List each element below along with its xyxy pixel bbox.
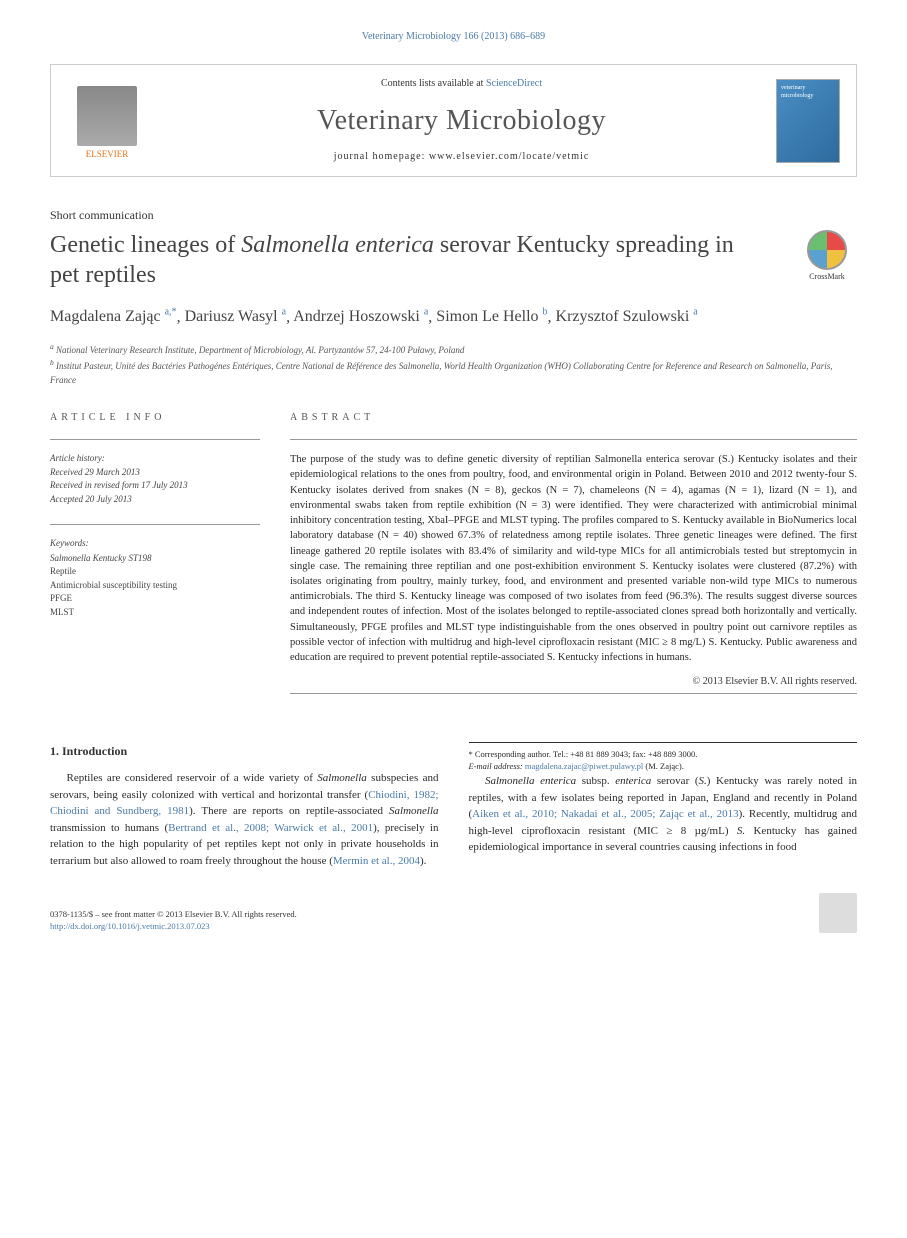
italic: Salmonella enterica [485,775,576,787]
author-name: Magdalena Zając [50,308,161,325]
abstract-label: ABSTRACT [290,411,857,425]
author-name: Dariusz Wasyl [185,308,278,325]
text: ). There are reports on reptile-associat… [189,805,389,817]
doi-link[interactable]: http://dx.doi.org/10.1016/j.vetmic.2013.… [50,921,210,931]
text: ). [420,855,426,867]
homepage-url[interactable]: www.elsevier.com/locate/vetmic [429,151,589,162]
corr-email-link[interactable]: magdalena.zajac@piwet.pulawy.pl [525,761,643,771]
citation-link[interactable]: Bertrand et al., 2008; Warwick et al., 2… [168,822,373,834]
info-abstract-row: ARTICLE INFO Article history: Received 2… [50,411,857,706]
crossmark-badge[interactable]: CrossMark [797,230,857,290]
corr-author-line: * Corresponding author. Tel.: +48 81 889… [469,749,858,761]
authors-list: Magdalena Zając a,*, Dariusz Wasyl a, An… [50,306,857,329]
text: transmission to humans ( [50,822,168,834]
revised-date: Received in revised form 17 July 2013 [50,479,260,493]
text: Reptiles are considered reservoir of a w… [67,772,318,784]
article-info-column: ARTICLE INFO Article history: Received 2… [50,411,260,706]
author-name: Krzysztof Szulowski [556,308,690,325]
keywords-label: Keywords: [50,537,260,550]
abstract-column: ABSTRACT The purpose of the study was to… [290,411,857,706]
author: Dariusz Wasyl a [185,308,287,325]
intro-paragraph-1: Reptiles are considered reservoir of a w… [50,770,439,869]
history-label: Article history: [50,452,260,466]
elsevier-tree-icon [77,86,137,146]
author: Simon Le Hello b [436,308,547,325]
italic: S. [737,825,745,837]
citation-link[interactable]: Mermin et al., 2004 [333,855,420,867]
italic: Salmonella [317,772,367,784]
divider [50,439,260,440]
crossmark-icon [807,230,847,270]
author: Krzysztof Szulowski a [556,308,698,325]
issn-line: 0378-1135/$ – see front matter © 2013 El… [50,909,297,921]
elsevier-logo: ELSEVIER [67,81,147,161]
journal-reference: Veterinary Microbiology 166 (2013) 686–6… [50,30,857,44]
accepted-date: Accepted 20 July 2013 [50,493,260,507]
affiliation-b: b Institut Pasteur, Unité des Bactéries … [50,357,857,387]
journal-homepage: journal homepage: www.elsevier.com/locat… [167,150,756,164]
author-aff: a [282,307,286,318]
affiliations: a National Veterinary Research Institute… [50,341,857,388]
text: serovar ( [651,775,698,787]
abstract-text: The purpose of the study was to define g… [290,452,857,665]
journal-header: ELSEVIER Contents lists available at Sci… [50,64,857,177]
affiliation-text: National Veterinary Research Institute, … [56,345,464,355]
author: Andrzej Hoszowski a [293,308,428,325]
copyright-line: © 2013 Elsevier B.V. All rights reserved… [290,675,857,689]
intro-heading: 1. Introduction [50,742,439,760]
footer-left: 0378-1135/$ – see front matter © 2013 El… [50,909,297,933]
contents-prefix: Contents lists available at [381,78,486,89]
journal-title: Veterinary Microbiology [167,101,756,140]
keyword: Salmonella Kentucky ST198 [50,552,260,566]
title-pre: Genetic lineages of [50,232,241,258]
page-footer: 0378-1135/$ – see front matter © 2013 El… [50,893,857,933]
crossmark-label: CrossMark [809,272,845,282]
body-columns: 1. Introduction Reptiles are considered … [50,742,857,869]
affiliation-a: a National Veterinary Research Institute… [50,341,857,358]
elsevier-mini-icon [819,893,857,933]
keyword: Antimicrobial susceptibility testing [50,579,260,593]
contents-line: Contents lists available at ScienceDirec… [167,77,756,91]
email-label: E-mail address: [469,761,523,771]
divider [290,693,857,694]
title-italic: Salmonella enterica [241,232,434,258]
corr-email-line: E-mail address: magdalena.zajac@piwet.pu… [469,761,858,773]
author-aff: b [543,307,548,318]
affiliation-text: Institut Pasteur, Unité des Bactéries Pa… [50,361,833,385]
author-aff: a [693,307,697,318]
header-center: Contents lists available at ScienceDirec… [167,77,756,164]
italic: S. [699,775,707,787]
article-type: Short communication [50,207,857,224]
italic: enterica [615,775,651,787]
keyword: MLST [50,606,260,620]
corr-email-name: (M. Zając). [645,761,683,771]
article-title: Genetic lineages of Salmonella enterica … [50,230,857,290]
journal-cover-thumbnail: veterinary microbiology [776,79,840,163]
author: Magdalena Zając a,* [50,308,177,325]
received-date: Received 29 March 2013 [50,466,260,480]
article-info-label: ARTICLE INFO [50,411,260,425]
text: subsp. [576,775,615,787]
keywords-list: Salmonella Kentucky ST198 Reptile Antimi… [50,552,260,620]
sciencedirect-link[interactable]: ScienceDirect [486,78,542,89]
italic: Salmonella [389,805,439,817]
author-aff: a [424,307,428,318]
elsevier-label: ELSEVIER [86,148,129,161]
divider [50,524,260,525]
corresponding-author-footnote: * Corresponding author. Tel.: +48 81 889… [469,742,858,773]
article-history: Article history: Received 29 March 2013 … [50,452,260,506]
keyword: Reptile [50,565,260,579]
keyword: PFGE [50,592,260,606]
citation-link[interactable]: Aiken et al., 2010; Nakadai et al., 2005… [472,808,738,820]
homepage-label: journal homepage: [334,151,429,162]
author-aff: a,* [165,307,177,318]
divider [290,439,857,440]
author-name: Simon Le Hello [436,308,538,325]
author-name: Andrzej Hoszowski [293,308,420,325]
intro-paragraph-2: Salmonella enterica subsp. enterica sero… [469,773,858,856]
